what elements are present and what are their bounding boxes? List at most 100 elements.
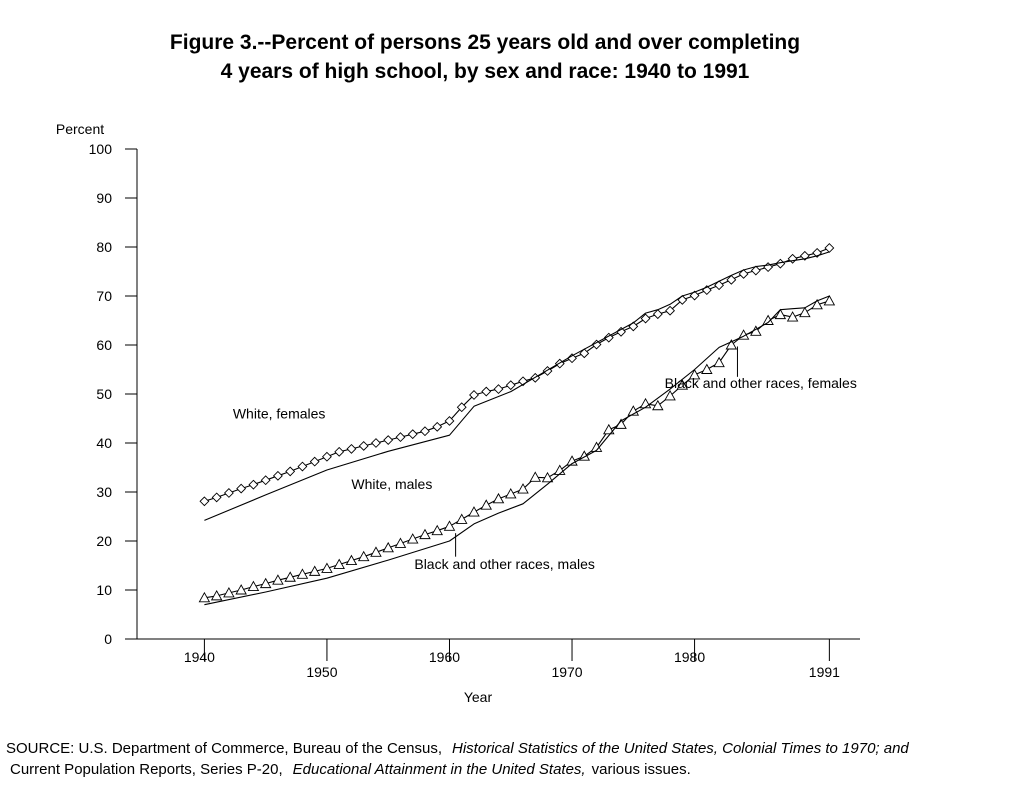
data-point-triangle bbox=[541, 471, 554, 483]
data-point-triangle bbox=[370, 546, 382, 557]
x-axis-label: Year bbox=[464, 689, 493, 705]
y-tick-label: 20 bbox=[96, 533, 112, 549]
series-line-white-females bbox=[204, 247, 830, 502]
data-point-diamond bbox=[481, 386, 492, 397]
data-point-diamond bbox=[334, 446, 345, 457]
data-point-diamond bbox=[652, 309, 663, 320]
source-series: Current Population Reports, Series P-20, bbox=[10, 761, 283, 778]
data-point-triangle bbox=[468, 506, 480, 517]
x-tick-label: 1940 bbox=[184, 649, 215, 665]
data-point-triangle bbox=[431, 524, 443, 536]
data-point-diamond bbox=[211, 492, 222, 503]
data-point-triangle bbox=[308, 565, 321, 576]
data-point-diamond bbox=[469, 390, 479, 400]
data-point-triangle bbox=[235, 584, 247, 595]
data-point-triangle bbox=[247, 580, 260, 592]
data-point-diamond bbox=[383, 435, 394, 445]
data-point-diamond bbox=[591, 339, 602, 350]
data-point-diamond bbox=[456, 402, 467, 413]
data-point-triangle bbox=[774, 308, 787, 320]
annotation-black-and-other-races-males: Black and other races, males bbox=[414, 556, 595, 572]
data-point-diamond bbox=[567, 353, 577, 364]
data-point-triangle bbox=[799, 306, 811, 318]
source-prefix: SOURCE: U.S. Department of Commerce, Bur… bbox=[6, 740, 443, 757]
data-point-triangle bbox=[284, 571, 296, 582]
y-tick-label: 60 bbox=[96, 337, 112, 353]
data-point-diamond bbox=[358, 441, 369, 451]
series-layer bbox=[198, 243, 836, 606]
data-point-triangle bbox=[210, 589, 223, 601]
x-tick-label: 1980 bbox=[674, 649, 705, 665]
data-point-diamond bbox=[285, 466, 296, 477]
data-point-diamond bbox=[738, 269, 749, 279]
data-point-triangle bbox=[321, 562, 333, 573]
y-tick-label: 50 bbox=[96, 386, 112, 402]
series-black-and-other-races-males bbox=[204, 295, 830, 606]
data-point-triangle bbox=[296, 568, 309, 579]
data-point-diamond bbox=[787, 253, 798, 264]
data-point-triangle bbox=[554, 464, 566, 475]
data-point-diamond bbox=[272, 470, 283, 481]
data-point-triangle bbox=[504, 488, 517, 499]
data-point-triangle bbox=[664, 390, 676, 401]
data-point-diamond bbox=[236, 483, 247, 494]
data-point-triangle bbox=[259, 577, 272, 589]
chart-title-line-2: 4 years of high school, by sex and race:… bbox=[220, 60, 750, 83]
x-tick-label: 1991 bbox=[809, 664, 840, 680]
source-educational-attainment: Educational Attainment in the United Sta… bbox=[292, 761, 586, 778]
chart-title: Figure 3.--Percent of persons 25 years o… bbox=[0, 28, 970, 86]
annotations: White, females White, males Black and othe… bbox=[233, 346, 857, 572]
y-tick-label: 30 bbox=[96, 484, 112, 500]
data-point-triangle bbox=[811, 298, 823, 310]
data-point-triangle bbox=[688, 368, 701, 380]
data-point-diamond bbox=[640, 313, 651, 324]
data-point-diamond bbox=[371, 438, 381, 448]
annotation-black-and-other-races-females: Black and other races, females bbox=[665, 375, 857, 391]
y-tick-label: 90 bbox=[96, 190, 112, 206]
data-point-triangle bbox=[823, 294, 836, 306]
y-tick-label: 70 bbox=[96, 288, 112, 304]
data-point-diamond bbox=[616, 326, 626, 337]
data-point-triangle bbox=[517, 483, 529, 494]
data-point-diamond bbox=[824, 243, 835, 253]
data-point-diamond bbox=[579, 348, 590, 359]
chart-title-line-1: Figure 3.--Percent of persons 25 years o… bbox=[169, 31, 801, 54]
series-white-males bbox=[204, 251, 830, 521]
data-point-diamond bbox=[407, 429, 418, 440]
source-historical-statistics: Historical Statistics of the United Stat… bbox=[452, 740, 909, 757]
data-point-diamond bbox=[432, 421, 443, 432]
data-point-triangle bbox=[492, 492, 505, 504]
data-point-triangle bbox=[786, 311, 799, 322]
series-line-white-males bbox=[204, 251, 830, 521]
source-line-2: Current Population Reports, Series P-20,… bbox=[6, 759, 915, 780]
y-axis-label: Percent bbox=[56, 121, 104, 137]
series-black-and-other-races-females bbox=[198, 294, 836, 603]
data-point-diamond bbox=[199, 496, 210, 507]
annotation-white-males: White, males bbox=[351, 476, 432, 492]
data-point-triangle bbox=[419, 528, 431, 540]
data-point-diamond bbox=[665, 305, 675, 316]
data-point-triangle bbox=[333, 558, 345, 569]
data-point-diamond bbox=[309, 456, 320, 467]
data-point-triangle bbox=[639, 397, 652, 409]
data-point-triangle bbox=[455, 513, 468, 524]
data-point-triangle bbox=[443, 520, 456, 531]
data-point-diamond bbox=[750, 265, 761, 276]
data-point-diamond bbox=[726, 274, 737, 285]
data-point-diamond bbox=[322, 451, 332, 462]
series-line-black-and-other-races-females bbox=[204, 300, 830, 599]
data-point-triangle bbox=[394, 537, 407, 548]
y-tick-label: 40 bbox=[96, 435, 112, 451]
source-line-1: SOURCE: U.S. Department of Commerce, Bur… bbox=[6, 738, 915, 759]
data-point-triangle bbox=[762, 314, 774, 325]
y-tick-label: 10 bbox=[96, 582, 112, 598]
data-point-triangle bbox=[382, 541, 394, 553]
series-white-females bbox=[199, 243, 835, 507]
data-point-triangle bbox=[345, 554, 358, 566]
data-point-diamond bbox=[395, 432, 406, 443]
line-chart: 0 10 20 30 40 50 60 70 80 90 100 1940 1950 1960 1970 19… bbox=[56, 121, 860, 705]
data-point-triangle bbox=[480, 499, 493, 510]
source-note: SOURCE: U.S. Department of Commerce, Bur… bbox=[6, 738, 915, 780]
data-point-triangle bbox=[198, 591, 211, 603]
data-point-diamond bbox=[714, 280, 725, 291]
